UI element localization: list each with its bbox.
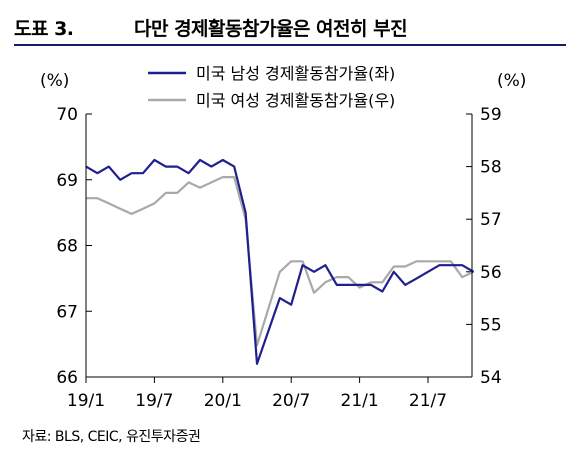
x-tick-label: 20/7 xyxy=(272,391,310,411)
title-row: 도표 3. 다만 경제활동참가율은 여전히 부진 xyxy=(14,10,566,44)
x-tick-label: 19/1 xyxy=(67,391,105,411)
right-axis-ticks: 54 55 56 57 58 59 xyxy=(466,105,502,388)
chart-title: 다만 경제활동참가율은 여전히 부진 xyxy=(134,18,408,40)
series-line-male xyxy=(85,158,475,365)
left-tick-label: 68 xyxy=(56,237,78,257)
right-tick-label: 54 xyxy=(480,368,502,388)
x-tick-label: 20/1 xyxy=(204,391,242,411)
right-tick-label: 56 xyxy=(480,263,502,283)
right-tick-label: 59 xyxy=(480,105,502,125)
left-tick-label: 67 xyxy=(56,302,78,322)
left-axis-unit: (%) xyxy=(40,71,69,91)
left-tick-label: 70 xyxy=(56,105,78,125)
right-tick-label: 58 xyxy=(480,158,502,178)
series-layer xyxy=(85,158,475,365)
legend-label-male: 미국 남성 경제활동참가율(좌) xyxy=(196,64,395,83)
left-axis-ticks: 66 67 68 69 70 xyxy=(56,105,92,388)
left-tick-label: 66 xyxy=(56,368,78,388)
x-tick-label: 21/1 xyxy=(341,391,379,411)
line-chart: (%) (%) 미국 남성 경제활동참가율(좌) 미국 여성 경제활동참가율(우… xyxy=(40,64,526,411)
figure-label: 도표 3. xyxy=(14,18,74,40)
right-tick-label: 57 xyxy=(480,210,502,230)
left-tick-label: 69 xyxy=(56,171,78,191)
x-tick-label: 21/7 xyxy=(409,391,447,411)
x-tick-label: 19/7 xyxy=(135,391,173,411)
legend-label-female: 미국 여성 경제활동참가율(우) xyxy=(196,91,395,110)
right-tick-label: 55 xyxy=(480,315,502,335)
x-axis-ticks: 19/1 19/7 20/1 20/7 21/1 21/7 xyxy=(67,377,447,411)
source-note: 자료: BLS, CEIC, 유진투자증권 xyxy=(22,429,201,445)
title-divider xyxy=(14,44,566,46)
series-line-female xyxy=(86,176,475,347)
right-axis-unit: (%) xyxy=(497,71,526,91)
legend: 미국 남성 경제활동참가율(좌) 미국 여성 경제활동참가율(우) xyxy=(148,64,395,110)
